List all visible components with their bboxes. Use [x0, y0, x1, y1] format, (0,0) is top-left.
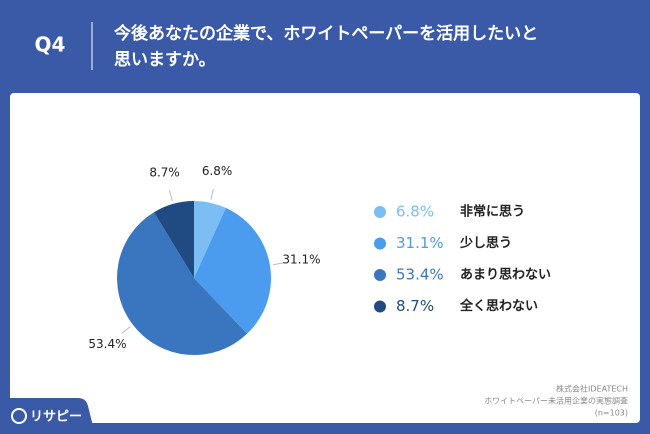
leader-line	[210, 188, 214, 200]
title-line: 今後あなたの企業で、ホワイトペーパーを活用したいと	[114, 23, 538, 44]
panel	[10, 93, 640, 423]
logo: リサピー	[30, 410, 82, 425]
legend-label: 非常に思う	[460, 204, 525, 220]
data-label: 8.7%	[149, 166, 180, 180]
question-number: Q4	[35, 33, 66, 57]
legend-label: あまり思わない	[460, 268, 551, 283]
leader-line	[121, 326, 131, 334]
legend-label: 少し思う	[459, 235, 512, 251]
legend-value: 8.7%	[396, 297, 434, 315]
data-label: 31.1%	[282, 252, 320, 266]
legend-swatch	[374, 206, 386, 218]
pie-slice	[153, 201, 194, 278]
pie-slice	[194, 207, 271, 334]
leader-line	[272, 262, 284, 266]
legend-value: 31.1%	[396, 234, 444, 252]
legend-swatch	[374, 300, 386, 313]
source-line: ホワイトペーパー未活用企業の実態調査	[484, 396, 628, 406]
legend-swatch	[374, 269, 386, 281]
legend-swatch	[374, 237, 386, 250]
legend-value: 6.8%	[396, 203, 434, 221]
data-label: 53.4%	[88, 337, 126, 351]
pie-slice	[116, 212, 248, 356]
logo-icon	[11, 408, 27, 424]
source-line: (n=103)	[595, 409, 628, 418]
legend-value: 53.4%	[396, 266, 444, 284]
data-label: 6.8%	[202, 164, 233, 178]
pie-chart: 6.8% 6.8% 非常に思う 31.1% 31.1% 少し思う 53.4% 53.4% あまり…	[88, 164, 551, 356]
leader-line	[168, 190, 173, 202]
title-line: 思いますか。	[114, 50, 216, 70]
logo-tab	[0, 398, 95, 434]
legend-label: 全く思わない	[459, 298, 538, 314]
source-line: 株式会社IDEATECH	[556, 384, 628, 394]
pie-slice	[194, 201, 226, 278]
